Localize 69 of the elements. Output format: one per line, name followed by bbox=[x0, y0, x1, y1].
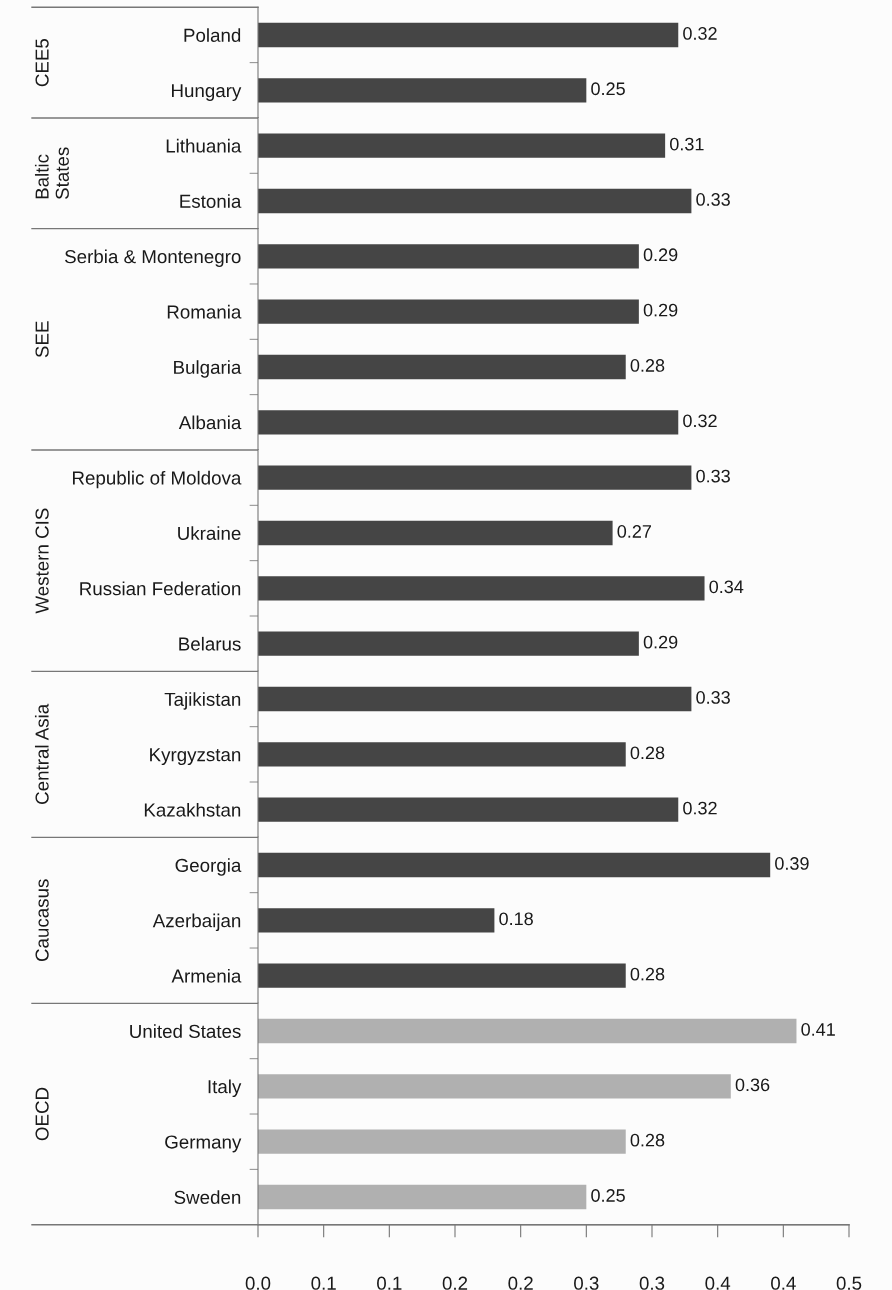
bar bbox=[258, 631, 639, 656]
x-tick-label: 0.5 bbox=[836, 1276, 862, 1290]
data-label: 0.27 bbox=[617, 525, 651, 538]
y-axis-title: Central Asia bbox=[34, 703, 49, 804]
bar bbox=[258, 1129, 626, 1154]
data-label: 0.32 bbox=[683, 27, 717, 40]
y-tick-label: Tajikistan bbox=[164, 692, 241, 710]
bar bbox=[258, 465, 692, 490]
x-tick-label: 0.4 bbox=[771, 1276, 796, 1290]
x-tick-label: 0.3 bbox=[574, 1276, 599, 1290]
y-axis-title: SEE bbox=[35, 321, 49, 358]
y-tick-label: Kazakhstan bbox=[144, 802, 241, 817]
y-tick-label: Bulgaria bbox=[174, 360, 242, 378]
y-tick-label: Republic of Moldova bbox=[73, 470, 242, 489]
data-label: 0.34 bbox=[709, 580, 744, 594]
x-tick-label: 0.2 bbox=[442, 1276, 468, 1290]
bar bbox=[258, 1184, 587, 1210]
data-label: 0.29 bbox=[643, 635, 678, 649]
y-tick-label: Italy bbox=[208, 1079, 242, 1098]
y-tick-label: Poland bbox=[184, 28, 241, 42]
y-tick-label: Albania bbox=[178, 415, 242, 430]
data-label: 0.29 bbox=[643, 248, 678, 262]
y-axis-title: CEE5 bbox=[35, 38, 49, 87]
data-label: 0.29 bbox=[643, 303, 678, 317]
y-tick-label: Russian Federation bbox=[80, 581, 241, 596]
y-tick-label: Sweden bbox=[174, 1190, 241, 1205]
bar bbox=[258, 576, 705, 601]
x-tick-label: 0.4 bbox=[705, 1276, 731, 1290]
bar bbox=[258, 1018, 797, 1044]
data-label: 0.18 bbox=[499, 912, 533, 926]
x-tick-label: 0.0 bbox=[245, 1276, 271, 1290]
y-axis-title: Western CIS bbox=[35, 508, 49, 614]
data-label: 0.36 bbox=[735, 1078, 770, 1092]
data-label: 0.32 bbox=[683, 414, 717, 428]
y-axis-title: OECD bbox=[35, 1087, 49, 1141]
y-axis-title: Baltic States bbox=[34, 147, 69, 200]
bar bbox=[258, 1074, 731, 1099]
data-label: 0.41 bbox=[801, 1023, 835, 1036]
y-tick-label: Hungary bbox=[172, 84, 242, 101]
y-tick-label: Belarus bbox=[179, 636, 241, 651]
y-tick-label: Romania bbox=[167, 304, 242, 319]
y-tick-label: Germany bbox=[165, 1135, 242, 1153]
data-label: 0.25 bbox=[591, 82, 625, 96]
data-label: 0.33 bbox=[696, 469, 730, 483]
data-label: 0.28 bbox=[630, 967, 665, 981]
bar bbox=[258, 520, 613, 546]
x-tick-label: 0.1 bbox=[311, 1276, 336, 1290]
data-label: 0.33 bbox=[696, 691, 730, 704]
y-tick-label: Ukraine bbox=[178, 526, 241, 540]
y-tick-label: Armenia bbox=[171, 968, 242, 983]
data-label: 0.28 bbox=[630, 1133, 665, 1147]
y-tick-label: Lithuania bbox=[166, 138, 242, 153]
y-tick-label: Azerbaijan bbox=[152, 913, 241, 932]
data-label: 0.33 bbox=[696, 193, 730, 206]
x-tick-label: 0.1 bbox=[377, 1276, 402, 1290]
y-tick-label: Kyrgyzstan bbox=[150, 748, 241, 766]
x-tick-label: 0.2 bbox=[508, 1276, 533, 1290]
data-label: 0.32 bbox=[683, 801, 717, 815]
data-label: 0.28 bbox=[630, 359, 665, 372]
data-label: 0.25 bbox=[591, 1189, 625, 1202]
x-tick-label: 0.3 bbox=[639, 1276, 665, 1290]
data-label: 0.28 bbox=[630, 746, 665, 760]
data-label: 0.39 bbox=[775, 857, 809, 870]
y-axis-title: Caucasus bbox=[35, 879, 49, 962]
y-tick-label: Serbia & Montenegro bbox=[65, 249, 241, 267]
y-tick-label: United States bbox=[130, 1024, 241, 1038]
data-label: 0.31 bbox=[670, 137, 704, 151]
y-tick-label: Georgia bbox=[175, 858, 242, 876]
y-tick-label: Estonia bbox=[180, 194, 242, 208]
